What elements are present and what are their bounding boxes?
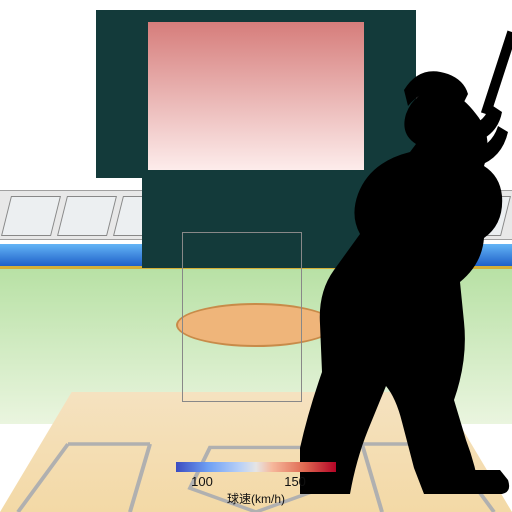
stands-panel (57, 196, 117, 236)
stands-panel (1, 196, 61, 236)
colorbar-tick: 100 (191, 474, 213, 489)
speed-colorbar-ticks: 100 150 (176, 474, 336, 490)
speed-colorbar (176, 462, 336, 472)
batter-silhouette (300, 28, 512, 498)
strike-zone (182, 232, 302, 402)
scene-root: 100 150 球速(km/h) (0, 0, 512, 512)
colorbar-tick: 150 (284, 474, 306, 489)
speed-colorbar-label: 球速(km/h) (227, 490, 285, 507)
